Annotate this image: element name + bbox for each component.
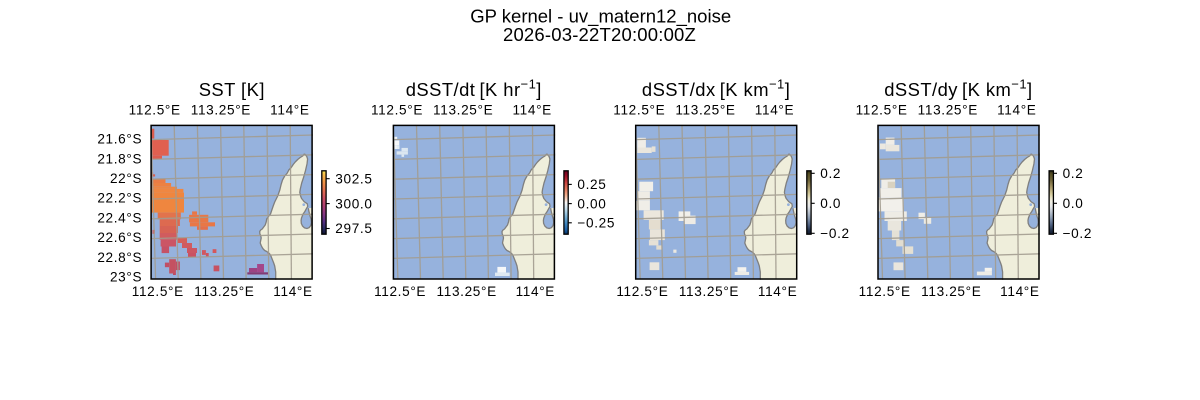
svg-text:−0.25: −0.25	[577, 216, 615, 231]
svg-text:112.5°E: 112.5°E	[859, 284, 911, 299]
svg-text:114°E: 114°E	[512, 103, 551, 118]
svg-text:112.5°E: 112.5°E	[374, 284, 426, 299]
svg-text:113.25°E: 113.25°E	[437, 284, 497, 299]
svg-text:113.25°E: 113.25°E	[918, 103, 978, 118]
svg-text:114°E: 114°E	[273, 284, 312, 299]
svg-text:22.8°S: 22.8°S	[97, 250, 142, 265]
svg-text:SST [K]: SST [K]	[199, 79, 265, 100]
svg-text:112.5°E: 112.5°E	[371, 103, 423, 118]
svg-text:113.25°E: 113.25°E	[433, 103, 493, 118]
svg-text:dSST/dt [K hr−1]: dSST/dt [K hr−1]	[406, 77, 542, 100]
svg-text:300.0: 300.0	[335, 196, 372, 211]
svg-text:114°E: 114°E	[997, 103, 1036, 118]
svg-text:−0.2: −0.2	[820, 226, 849, 241]
svg-text:0.00: 0.00	[577, 196, 606, 211]
svg-text:GP kernel - uv_matern12_noise: GP kernel - uv_matern12_noise	[470, 5, 731, 27]
svg-text:−0.2: −0.2	[1063, 226, 1092, 241]
svg-text:21.6°S: 21.6°S	[97, 132, 142, 147]
svg-text:114°E: 114°E	[1000, 284, 1039, 299]
svg-text:0.2: 0.2	[1063, 166, 1084, 181]
svg-text:22.6°S: 22.6°S	[97, 230, 142, 245]
svg-text:0.25: 0.25	[577, 177, 606, 192]
svg-text:113.25°E: 113.25°E	[675, 103, 735, 118]
svg-text:113.25°E: 113.25°E	[191, 103, 251, 118]
svg-text:114°E: 114°E	[758, 284, 797, 299]
svg-text:22°S: 22°S	[110, 171, 142, 186]
svg-text:21.8°S: 21.8°S	[97, 151, 142, 166]
svg-text:112.5°E: 112.5°E	[613, 103, 665, 118]
svg-text:113.25°E: 113.25°E	[194, 284, 254, 299]
svg-text:dSST/dx [K km−1]: dSST/dx [K km−1]	[642, 77, 790, 100]
svg-text:23°S: 23°S	[110, 270, 142, 285]
svg-text:114°E: 114°E	[755, 103, 794, 118]
svg-text:112.5°E: 112.5°E	[856, 103, 908, 118]
svg-text:112.5°E: 112.5°E	[132, 284, 184, 299]
svg-text:113.25°E: 113.25°E	[921, 284, 981, 299]
svg-text:302.5: 302.5	[335, 171, 372, 186]
svg-text:22.2°S: 22.2°S	[97, 191, 142, 206]
svg-text:0.0: 0.0	[1063, 196, 1084, 211]
svg-text:114°E: 114°E	[270, 103, 309, 118]
svg-text:0.0: 0.0	[820, 196, 841, 211]
svg-text:22.4°S: 22.4°S	[97, 210, 142, 225]
svg-text:112.5°E: 112.5°E	[129, 103, 181, 118]
svg-text:0.2: 0.2	[820, 166, 841, 181]
svg-text:113.25°E: 113.25°E	[679, 284, 739, 299]
svg-text:297.5: 297.5	[335, 221, 372, 236]
svg-text:2026-03-22T20:00:00Z: 2026-03-22T20:00:00Z	[503, 24, 696, 45]
svg-text:114°E: 114°E	[516, 284, 555, 299]
svg-text:112.5°E: 112.5°E	[616, 284, 668, 299]
svg-text:dSST/dy [K km−1]: dSST/dy [K km−1]	[884, 77, 1032, 100]
